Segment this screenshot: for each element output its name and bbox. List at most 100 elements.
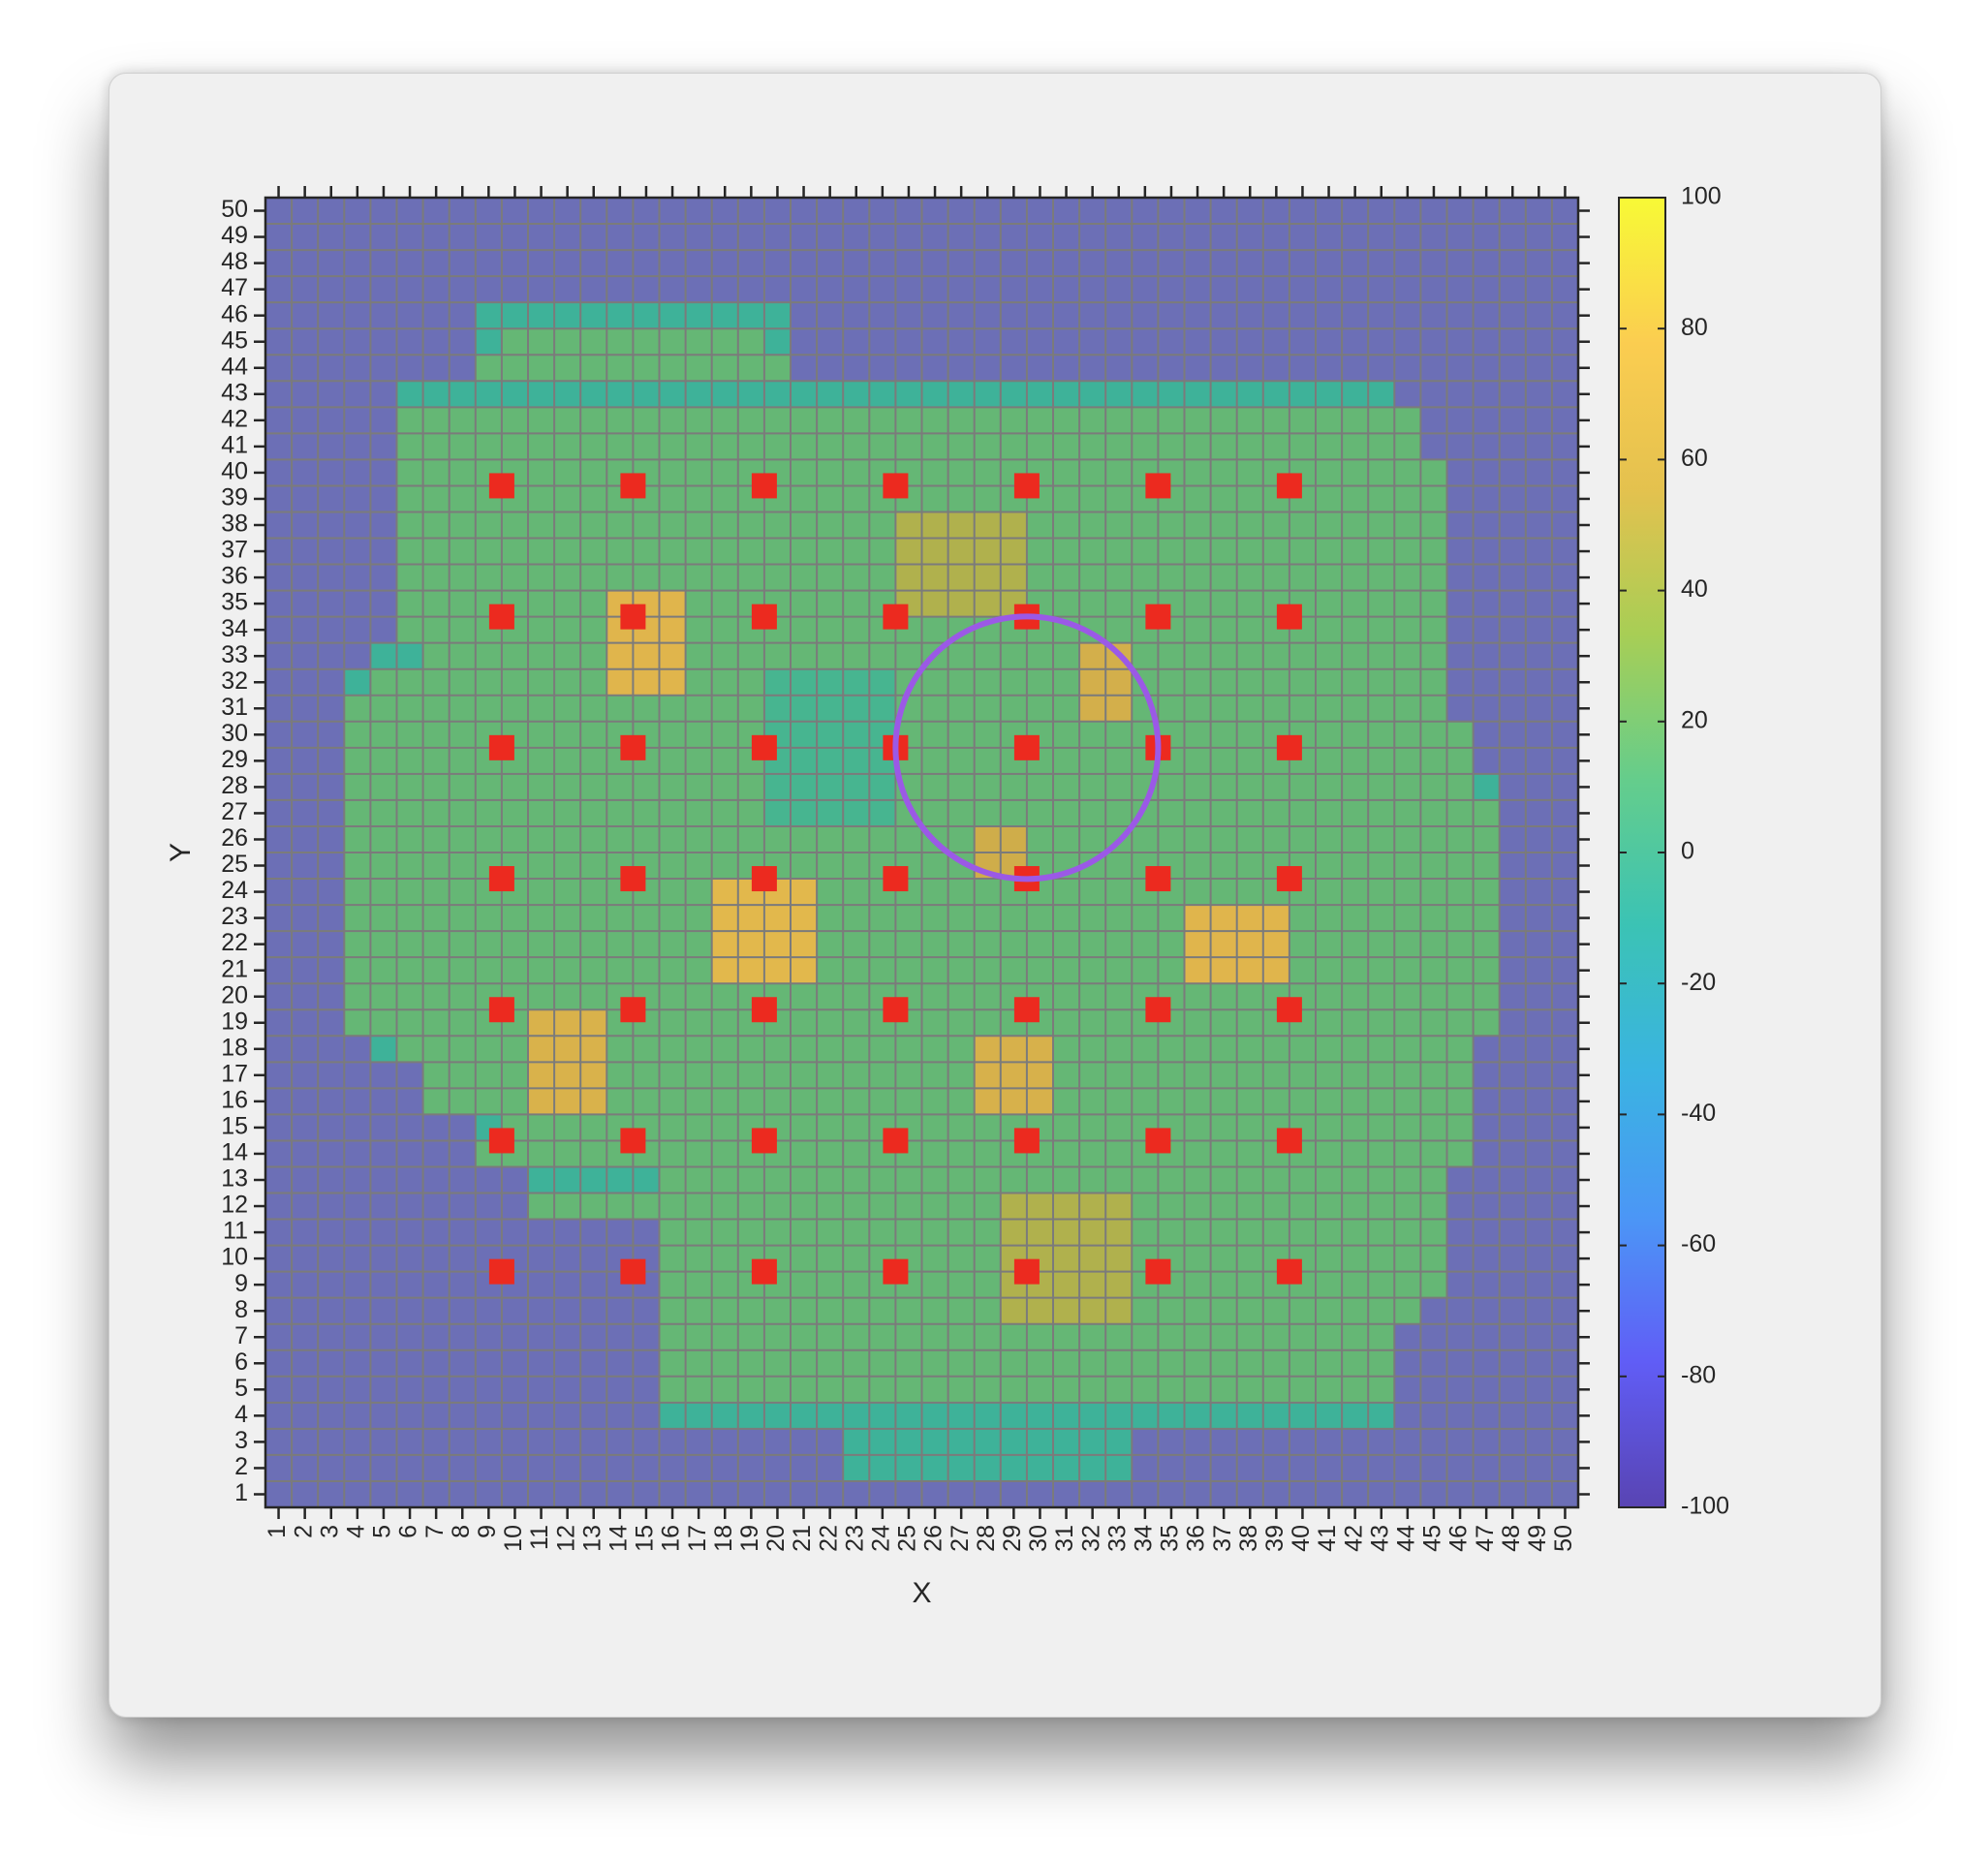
heatmap-cell <box>737 433 765 460</box>
heatmap-cell <box>1262 1297 1290 1325</box>
heatmap-cell <box>737 1402 765 1430</box>
heatmap-cell <box>1394 1271 1421 1299</box>
heatmap-cell <box>1446 1140 1474 1167</box>
heatmap-cell <box>528 355 555 382</box>
heatmap-cell <box>791 931 818 958</box>
heatmap-cell <box>554 564 581 591</box>
heatmap-cell <box>580 668 607 697</box>
heatmap-cell <box>1368 931 1395 958</box>
heatmap-cell <box>869 1219 896 1246</box>
heatmap-cell <box>711 1323 739 1351</box>
heatmap-cell <box>1053 538 1080 565</box>
heatmap-cell <box>580 747 607 775</box>
heatmap-cell <box>501 407 529 434</box>
heatmap-cell <box>1262 433 1290 460</box>
heatmap-cell <box>1289 1193 1317 1220</box>
heatmap-cell <box>475 355 503 382</box>
heatmap-cell <box>685 983 713 1010</box>
heatmap-cell <box>528 747 555 775</box>
heatmap-cell <box>1394 564 1421 591</box>
heatmap-cell <box>475 905 503 932</box>
heatmap-cell <box>1368 1062 1395 1089</box>
heatmap-cell <box>1446 799 1474 827</box>
colorbar-tick-label: -60 <box>1681 1230 1716 1257</box>
heatmap-cell <box>1289 1402 1317 1430</box>
heatmap-cell <box>1158 642 1185 670</box>
heatmap-cell <box>685 1219 713 1246</box>
heatmap-cell <box>396 538 423 565</box>
y-tick-label: 16 <box>221 1086 248 1113</box>
y-tick-label: 5 <box>234 1375 248 1402</box>
heatmap-cell <box>1079 642 1106 670</box>
heatmap-cell <box>370 825 397 853</box>
heatmap-cell <box>1026 931 1054 958</box>
heatmap-cell <box>606 773 634 801</box>
heatmap-cell <box>449 616 477 644</box>
x-tick-label: 38 <box>1235 1525 1262 1552</box>
x-tick-labels: 1 2 3 4 5 6 7 8 9 10 11 12 13 14 15 16 17 18 19 20 21 22 23 24 2… <box>264 1525 1577 1552</box>
heatmap-cell <box>1289 381 1317 408</box>
heatmap-cell <box>554 616 581 644</box>
heatmap-cell <box>791 407 818 434</box>
heatmap-cell <box>947 1036 976 1063</box>
heatmap-cell <box>580 538 607 565</box>
heatmap-cell <box>1420 616 1447 644</box>
heatmap-cell <box>1053 1140 1080 1167</box>
heatmap-cell <box>422 590 450 618</box>
heatmap-cell <box>791 512 818 539</box>
heatmap-cell <box>921 1323 948 1351</box>
heatmap-cell <box>1289 931 1317 958</box>
heatmap-cell <box>1079 825 1106 853</box>
y-tick-label: 35 <box>221 589 248 616</box>
heatmap-cell <box>370 773 397 801</box>
heatmap-cell <box>1210 957 1238 984</box>
heatmap-cell <box>974 381 1002 408</box>
heatmap-cell <box>1316 983 1343 1010</box>
heatmap-cell <box>528 852 555 880</box>
heatmap-cell <box>554 931 581 958</box>
heatmap-cell <box>344 852 371 880</box>
marker-square <box>751 866 777 892</box>
heatmap-cell <box>817 1009 844 1037</box>
heatmap-cell <box>1262 668 1290 697</box>
heatmap-cell <box>1289 564 1317 591</box>
heatmap-cell <box>1105 1140 1133 1167</box>
y-tick-label: 12 <box>221 1192 248 1219</box>
x-tick-label: 37 <box>1209 1525 1236 1552</box>
heatmap-cell <box>1000 957 1028 984</box>
heatmap-cell <box>554 355 581 382</box>
heatmap-cell <box>1105 407 1133 434</box>
x-tick-label: 16 <box>658 1525 685 1552</box>
heatmap-cell <box>501 302 529 329</box>
heatmap-cell <box>1262 1166 1290 1194</box>
heatmap-cell <box>1053 485 1080 512</box>
heatmap-cell <box>554 459 581 486</box>
heatmap-cell <box>1158 564 1185 591</box>
heatmap-cell <box>580 905 607 932</box>
heatmap-cell <box>475 773 503 801</box>
heatmap-cell <box>475 433 503 460</box>
heatmap-cell <box>1210 485 1238 512</box>
heatmap-cell <box>1316 957 1343 984</box>
heatmap-cell <box>1236 1166 1264 1194</box>
marker-square <box>1013 1128 1040 1154</box>
heatmap-cell <box>528 983 555 1010</box>
heatmap-cell <box>659 407 686 434</box>
x-tick-label: 48 <box>1498 1525 1525 1552</box>
heatmap-cell <box>843 538 870 565</box>
heatmap-cell <box>1079 1193 1106 1220</box>
heatmap-cell <box>554 1140 581 1167</box>
heatmap-cell <box>1342 381 1369 408</box>
heatmap-cell <box>921 957 948 984</box>
heatmap-cell <box>606 302 634 329</box>
heatmap-cell <box>1210 905 1238 932</box>
heatmap-cell <box>475 302 503 329</box>
heatmap-cell <box>370 905 397 932</box>
heatmap-cell <box>606 668 634 697</box>
marker-square <box>1145 604 1171 630</box>
heatmap-cell <box>869 668 896 697</box>
y-tick-label: 19 <box>221 1008 248 1035</box>
heatmap-cell <box>606 538 634 565</box>
heatmap-cell <box>921 485 948 512</box>
heatmap-cell <box>1368 1245 1395 1273</box>
